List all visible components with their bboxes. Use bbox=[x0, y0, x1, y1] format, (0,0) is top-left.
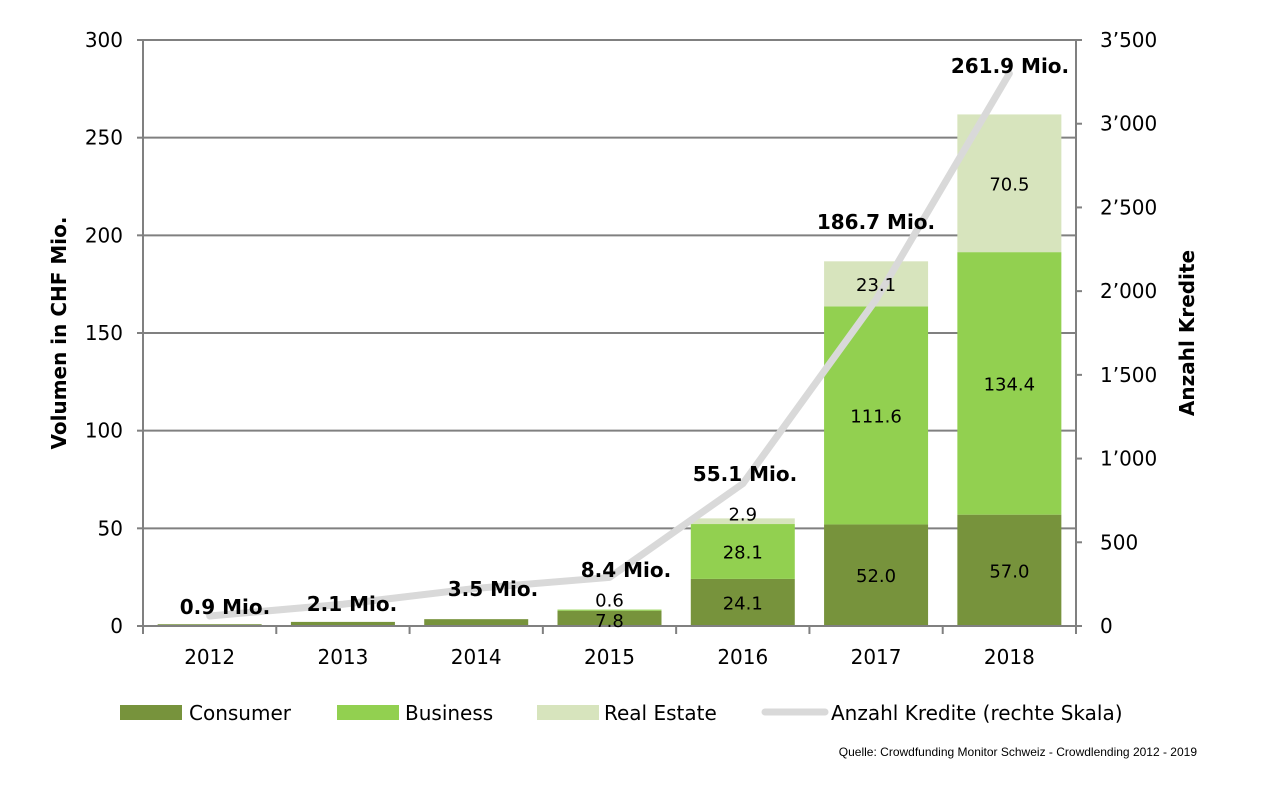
source-note: Quelle: Crowdfunding Monitor Schweiz - C… bbox=[839, 745, 1198, 759]
legend-label: Anzahl Kredite (rechte Skala) bbox=[831, 701, 1123, 725]
x-tick-label: 2017 bbox=[851, 645, 902, 669]
segment-label: 0.6 bbox=[595, 591, 624, 612]
segment-label: 24.1 bbox=[723, 593, 763, 614]
segment-label: 57.0 bbox=[989, 561, 1029, 582]
gridlines bbox=[143, 39, 1076, 530]
bar-consumer bbox=[824, 524, 929, 626]
bar-business bbox=[957, 252, 1062, 515]
bar-consumer bbox=[290, 621, 395, 626]
y2-tick-label: 1’500 bbox=[1100, 363, 1157, 387]
bar-consumer bbox=[424, 619, 529, 626]
total-label: 55.1 Mio. bbox=[693, 462, 797, 486]
x-tick-label: 2015 bbox=[584, 645, 635, 669]
segment-label: 134.4 bbox=[984, 374, 1036, 395]
bars bbox=[157, 114, 1062, 626]
y-tick-label: 250 bbox=[85, 126, 123, 150]
line-anzahl-kredite bbox=[206, 69, 1013, 620]
legend: Consumer Business Real Estate Anzahl Kredit… bbox=[120, 701, 1123, 725]
x-tick-label: 2013 bbox=[317, 645, 368, 669]
legend-swatch-business bbox=[337, 705, 399, 720]
segment-label: 70.5 bbox=[989, 174, 1029, 195]
y2-axis-label: Anzahl Kredite bbox=[1175, 250, 1199, 416]
y2-tick-label: 1’000 bbox=[1100, 447, 1157, 471]
total-label: 3.5 Mio. bbox=[448, 577, 539, 601]
segment-label: 2.9 bbox=[728, 504, 757, 525]
x-tick-label: 2012 bbox=[184, 645, 235, 669]
segment-label: 28.1 bbox=[723, 542, 763, 563]
y2-tick-label: 0 bbox=[1100, 614, 1113, 638]
bar-business bbox=[690, 524, 795, 579]
bar-consumer bbox=[690, 578, 795, 626]
total-label: 0.9 Mio. bbox=[180, 595, 271, 619]
x-tick-label: 2018 bbox=[984, 645, 1035, 669]
y-tick-label: 200 bbox=[85, 223, 123, 247]
y2-tick-label: 2’500 bbox=[1100, 195, 1157, 219]
total-label: 261.9 Mio. bbox=[951, 54, 1069, 78]
x-tick-label: 2014 bbox=[451, 645, 502, 669]
y-tick-label: 150 bbox=[85, 321, 123, 345]
y2-tick-label: 3’000 bbox=[1100, 112, 1157, 136]
y2-tick-label: 3’500 bbox=[1100, 28, 1157, 52]
legend-label: Consumer bbox=[189, 701, 292, 725]
y-tick-label: 0 bbox=[110, 614, 123, 638]
segment-label: 52.0 bbox=[856, 566, 896, 587]
axes: 0 50 100 150 200 250 300 0 500 1’000 1’500 2’000 2’5… bbox=[85, 28, 1157, 669]
y2-tick-label: 2’000 bbox=[1100, 279, 1157, 303]
total-label: 186.7 Mio. bbox=[817, 210, 935, 234]
segment-label: 111.6 bbox=[850, 406, 902, 427]
y2-tick-label: 500 bbox=[1100, 530, 1138, 554]
x-tick-label: 2016 bbox=[717, 645, 768, 669]
segment-label: 7.8 bbox=[595, 611, 624, 632]
line-series bbox=[206, 69, 1013, 620]
legend-label: Business bbox=[405, 701, 493, 725]
legend-swatch-real-estate bbox=[537, 705, 599, 720]
y-tick-label: 50 bbox=[98, 516, 123, 540]
y-axis-label: Volumen in CHF Mio. bbox=[47, 216, 71, 449]
legend-label: Real Estate bbox=[604, 701, 717, 725]
bar-real-estate bbox=[690, 518, 795, 525]
bar-consumer bbox=[557, 610, 662, 626]
bar-business bbox=[557, 609, 662, 611]
y-tick-label: 300 bbox=[85, 28, 123, 52]
total-label: 8.4 Mio. bbox=[581, 558, 672, 582]
segment-label: 23.1 bbox=[856, 275, 896, 296]
data-labels: 7.80.6 24.1 28.1 2.9 52.0 111.6 23.1 57.0 134.4 7… bbox=[180, 54, 1069, 632]
bar-consumer bbox=[957, 514, 1062, 626]
legend-swatch-consumer bbox=[120, 705, 182, 720]
y-tick-label: 100 bbox=[85, 419, 123, 443]
total-label: 2.1 Mio. bbox=[307, 592, 398, 616]
